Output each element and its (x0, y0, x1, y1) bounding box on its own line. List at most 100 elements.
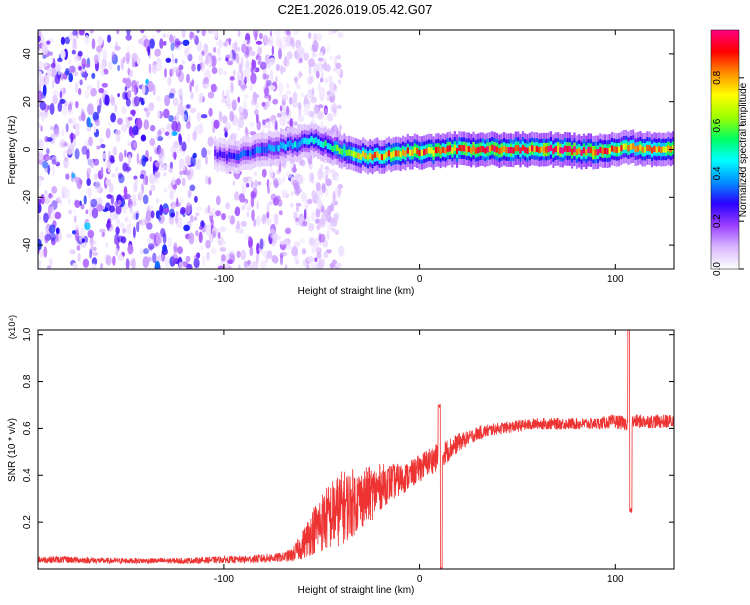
spectrogram-cell (324, 140, 327, 147)
spectrogram-cell (336, 54, 342, 60)
spectrogram-cell (552, 148, 555, 155)
spectrogram-cell (255, 253, 259, 265)
y-tick-label: -20 (22, 190, 33, 205)
spectrogram-cell (148, 102, 155, 112)
spectrogram-cell (147, 237, 152, 244)
spectrogram-cell (233, 69, 236, 77)
spectrogram-cell (160, 127, 166, 133)
spectrogram-cell (92, 240, 97, 245)
spectrogram-cell (174, 58, 178, 64)
spectrogram-cell (107, 168, 111, 173)
spectrogram-cell (315, 207, 321, 218)
spectrogram-cell (172, 176, 175, 187)
spectrogram-cell (622, 143, 625, 150)
spectrogram-cell (186, 73, 190, 84)
spectrogram-cell (587, 146, 590, 153)
spectrogram-cell (185, 155, 191, 163)
spectrogram-cell (512, 147, 515, 154)
spectrogram-cell (387, 150, 391, 157)
colorbar-tick-label: 0.4 (712, 166, 723, 180)
spectrogram-cell (114, 129, 121, 135)
spectrogram-cell (100, 166, 104, 176)
spectrogram-cell (96, 45, 103, 53)
spectrogram-cell (91, 38, 96, 50)
spectrogram-cell (159, 38, 164, 49)
spectrogram-cell (385, 151, 388, 158)
spectrogram-cell (335, 62, 342, 70)
colorbar-tick-label: 0.0 (712, 262, 723, 276)
spectrogram-cell (293, 183, 301, 191)
spectrogram-cell (86, 117, 91, 128)
spectrogram-cell (406, 147, 409, 154)
spectrogram-cell (205, 224, 212, 237)
spectrogram-cell (44, 189, 48, 196)
spectrogram-cell (169, 161, 173, 170)
spectrogram-cell (514, 145, 517, 152)
spectrogram-cell (190, 214, 194, 223)
spectrogram-cell (392, 151, 395, 158)
spectrogram-cell (318, 86, 326, 98)
spectrogram-cell (86, 84, 93, 92)
spectrogram-cell (229, 76, 235, 81)
spectrogram-cell (238, 106, 244, 114)
spectrogram-cell (286, 83, 290, 90)
spectrogram-cell (258, 147, 261, 154)
spectrogram-cell (285, 34, 292, 47)
spectrogram-cell (210, 247, 217, 255)
spectrogram-cell (316, 111, 324, 120)
spectrogram-cell (96, 203, 103, 212)
spectrogram-cell (232, 180, 236, 186)
x-tick-label: 100 (607, 274, 624, 285)
spectrogram-cell (329, 143, 332, 150)
spectrogram-cell (216, 152, 219, 159)
spectrogram-cell (135, 212, 139, 220)
spectrogram-cell (325, 178, 332, 187)
spectrogram-cell (427, 147, 430, 154)
spectrogram-cell (68, 59, 72, 65)
y-tick-label: 0.8 (22, 374, 33, 388)
spectrogram-cell (125, 77, 132, 89)
spectrogram-cell (311, 51, 315, 59)
spectrogram-cell (94, 181, 102, 193)
spectrogram-cell (81, 238, 85, 243)
spectrogram-cell (244, 201, 247, 207)
spectrogram-cell (125, 223, 132, 235)
spectrogram-cell (120, 58, 123, 70)
spectrogram-cell (187, 133, 190, 144)
spectrogram-cell (321, 63, 325, 69)
spectrogram-cell (315, 247, 322, 254)
spectrogram-cell (50, 67, 57, 78)
spectrogram-cell (171, 253, 179, 263)
spectrogram-cell (186, 104, 191, 109)
spectrogram-cell (44, 74, 50, 86)
spectrogram-cell (336, 69, 342, 76)
spectrogram-cell (269, 228, 276, 239)
spectrogram-cells (38, 30, 674, 269)
spectrogram-cell (196, 30, 200, 34)
spectrogram-cell (217, 265, 224, 269)
spectrogram-cell (190, 91, 194, 98)
spectrogram-cell (636, 145, 639, 152)
spectrogram-cell (192, 34, 197, 41)
spectrogram-cell (40, 125, 43, 132)
spectrogram-cell (194, 195, 198, 203)
spectrogram-cell (134, 84, 138, 96)
spectrogram-cell (237, 153, 240, 161)
spectrogram-cell (470, 147, 473, 154)
spectrogram-cell (325, 187, 329, 198)
spectrogram-cell (39, 100, 46, 111)
spectrogram-cell (53, 128, 60, 138)
spectrogram-cell (105, 254, 112, 266)
spectrogram-cell (182, 161, 187, 171)
spectrogram-cell (281, 66, 287, 73)
spectrogram-cell (63, 87, 66, 94)
spectrogram-cell (291, 99, 298, 108)
spectrogram-cell (176, 89, 183, 96)
spectrogram-cell (250, 196, 255, 208)
spectrogram-cell (575, 149, 578, 156)
spectrogram-cell (155, 232, 162, 245)
spectrogram-cell (204, 58, 210, 65)
spectrogram-cell (185, 255, 191, 263)
spectrogram-cell (158, 156, 163, 165)
spectrogram-cell (133, 141, 137, 149)
